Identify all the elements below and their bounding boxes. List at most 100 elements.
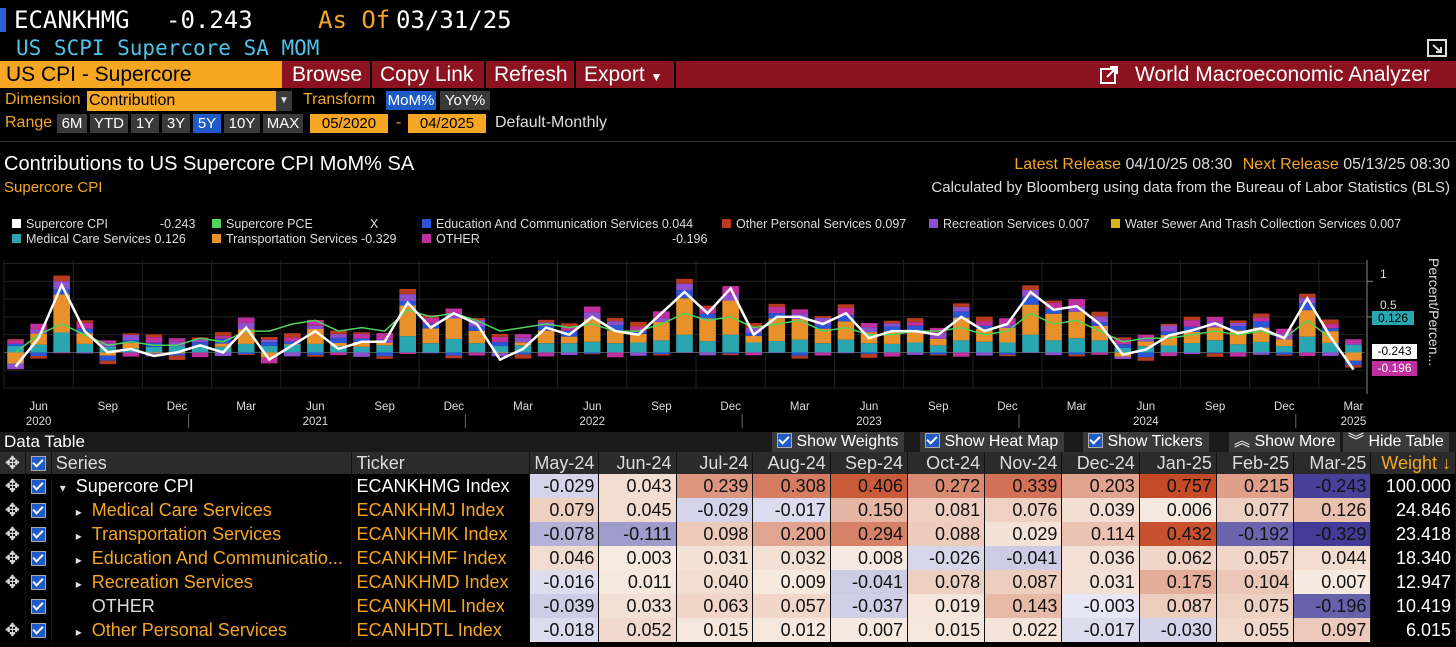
copy-link-button[interactable]: Copy Link	[372, 61, 482, 88]
range-ytd-button[interactable]: YTD	[90, 114, 128, 133]
ticker-cell[interactable]: ECANKHMG Index	[351, 474, 531, 498]
ticker-cell[interactable]: ECANKHMD Index	[351, 570, 531, 594]
bar-segment	[99, 352, 117, 356]
bar-segment	[630, 330, 647, 334]
hide-table-button[interactable]: ︾ Hide Table	[1343, 432, 1449, 452]
popout-icon[interactable]	[1427, 39, 1447, 57]
ticker-cell[interactable]: ECANKHMK Index	[351, 522, 531, 546]
move-handle-header: ✥	[0, 452, 26, 474]
expand-icon[interactable]: ▸	[75, 528, 82, 543]
show-more-button[interactable]: ︽ Show More	[1229, 432, 1341, 452]
month-column-header[interactable]: Sep-24	[830, 452, 909, 474]
series-column-header[interactable]: Series	[51, 452, 353, 474]
series-name-cell[interactable]: ▸ Education And Communicatio...	[51, 546, 353, 570]
transform-yoy-button[interactable]: YoY%	[440, 91, 490, 110]
row-move-handle[interactable]: ✥	[0, 570, 26, 594]
table-row[interactable]: ✥ ▸ Education And Communicatio... ECANKHMF …	[0, 546, 1456, 570]
table-row[interactable]: ✥ ▸ Recreation Services ECANKHMD Index -0.01…	[0, 570, 1456, 594]
expand-icon[interactable]: ▸	[75, 504, 82, 519]
browse-button[interactable]: Browse	[284, 61, 371, 88]
row-checkbox[interactable]	[25, 618, 52, 642]
series-name-cell[interactable]: OTHER	[51, 594, 353, 618]
range-end-input[interactable]: 04/2025	[408, 114, 486, 133]
expand-icon[interactable]: ▸	[75, 552, 82, 567]
bar-segment	[76, 352, 94, 354]
refresh-button[interactable]: Refresh	[486, 61, 576, 88]
ticker-cell[interactable]: ECANHDTL Index	[351, 618, 531, 642]
frequency-label[interactable]: Default-Monthly	[495, 114, 608, 131]
series-name-cell[interactable]: ▸ Transportation Services	[51, 522, 353, 546]
month-column-header[interactable]: Mar-25	[1293, 452, 1372, 474]
row-move-handle[interactable]: ✥	[0, 498, 26, 522]
legend-supercore-cpi[interactable]: Supercore CPI -0.243	[12, 217, 195, 231]
legend-transportation-services[interactable]: Transportation Services -0.329	[212, 232, 396, 246]
row-checkbox[interactable]	[25, 474, 52, 498]
series-name-cell[interactable]: ▸ Other Personal Services	[51, 618, 353, 642]
month-column-header[interactable]: Feb-25	[1216, 452, 1295, 474]
weight-column-header[interactable]: Weight ↓	[1370, 452, 1456, 474]
show-weights-toggle[interactable]: Show Weights	[772, 432, 905, 452]
month-column-header[interactable]: Jun-24	[598, 452, 677, 474]
row-move-handle[interactable]: ✥	[0, 618, 26, 642]
external-link-icon[interactable]	[1099, 65, 1119, 85]
ticker-cell[interactable]: ECANKHMF Index	[351, 546, 531, 570]
month-column-header[interactable]: May-24	[529, 452, 600, 474]
series-name-cell[interactable]: ▸ Medical Care Services	[51, 498, 353, 522]
legend-water-sewer-trash[interactable]: Water Sewer And Trash Collection Service…	[1111, 217, 1401, 231]
month-column-header[interactable]: Jul-24	[676, 452, 754, 474]
legend-medical-care-services[interactable]: Medical Care Services 0.126	[12, 232, 186, 246]
move-icon: ✥	[4, 571, 20, 592]
series-name-cell[interactable]: ▸ Recreation Services	[51, 570, 353, 594]
ticker-column-header[interactable]: Ticker	[351, 452, 531, 474]
range-5y-button[interactable]: 5Y	[193, 114, 221, 133]
legend-education-communication[interactable]: Education And Communication Services 0.0…	[422, 217, 693, 231]
expand-icon[interactable]: ▸	[75, 576, 82, 591]
panel-title[interactable]: US CPI - Supercore	[0, 61, 282, 88]
show-tickers-toggle[interactable]: Show Tickers	[1083, 432, 1209, 452]
row-move-handle[interactable]: ✥	[0, 522, 26, 546]
row-move-handle[interactable]	[0, 594, 26, 618]
legend-supercore-pce[interactable]: Supercore PCE X	[212, 217, 378, 231]
series-name-cell[interactable]: ▾ Supercore CPI	[51, 474, 353, 498]
month-column-header[interactable]: Nov-24	[984, 452, 1063, 474]
ticker-cell[interactable]: ECANKHMJ Index	[351, 498, 531, 522]
row-checkbox[interactable]	[25, 594, 52, 618]
table-row[interactable]: ✥ ▾ Supercore CPI ECANKHMG Index -0.029 0.043…	[0, 474, 1456, 498]
range-start-input[interactable]: 05/2020	[310, 114, 388, 133]
dimension-select[interactable]: Contribution ▼	[87, 91, 292, 111]
expand-icon[interactable]: ▾	[59, 480, 66, 495]
month-column-header[interactable]: Aug-24	[752, 452, 831, 474]
row-move-handle[interactable]: ✥	[0, 474, 26, 498]
value-cell: 0.044	[1293, 546, 1372, 570]
contribution-chart[interactable]: Jun Sep Dec Mar Jun Sep Dec Mar Jun Sep Dec Mar Jun S…	[0, 252, 1456, 432]
row-checkbox[interactable]	[25, 522, 52, 546]
show-heat-map-toggle[interactable]: Show Heat Map	[920, 432, 1065, 452]
row-move-handle[interactable]: ✥	[0, 546, 26, 570]
bar-segment	[7, 340, 24, 344]
range-1y-button[interactable]: 1Y	[131, 114, 159, 133]
legend-other-personal-services[interactable]: Other Personal Services 0.097	[722, 217, 906, 231]
expand-icon[interactable]: ▸	[75, 624, 82, 639]
value-cell: -0.029	[676, 498, 754, 522]
row-checkbox[interactable]	[25, 546, 52, 570]
select-all-checkbox[interactable]	[25, 452, 52, 474]
month-column-header[interactable]: Oct-24	[907, 452, 986, 474]
range-3y-button[interactable]: 3Y	[162, 114, 190, 133]
value-cell: 0.143	[984, 594, 1063, 618]
table-row[interactable]: ✥ ▸ Transportation Services ECANKHMK Index -…	[0, 522, 1456, 546]
export-button[interactable]: Export ▼	[576, 61, 671, 88]
range-10y-button[interactable]: 10Y	[224, 114, 260, 133]
month-column-header[interactable]: Jan-25	[1139, 452, 1217, 474]
month-column-header[interactable]: Dec-24	[1061, 452, 1140, 474]
range-6m-button[interactable]: 6M	[57, 114, 87, 133]
table-row[interactable]: OTHER ECANKHML Index -0.039 0.033 0.063 0.057…	[0, 594, 1456, 618]
row-checkbox[interactable]	[25, 498, 52, 522]
legend-other[interactable]: OTHER -0.196	[422, 232, 707, 246]
table-row[interactable]: ✥ ▸ Other Personal Services ECANHDTL Index -…	[0, 618, 1456, 642]
range-max-button[interactable]: MAX	[263, 114, 303, 133]
ticker-cell[interactable]: ECANKHML Index	[351, 594, 531, 618]
transform-mom-button[interactable]: MoM%	[386, 91, 436, 110]
legend-recreation-services[interactable]: Recreation Services 0.007	[929, 217, 1090, 231]
row-checkbox[interactable]	[25, 570, 52, 594]
table-row[interactable]: ✥ ▸ Medical Care Services ECANKHMJ Index 0.0…	[0, 498, 1456, 522]
